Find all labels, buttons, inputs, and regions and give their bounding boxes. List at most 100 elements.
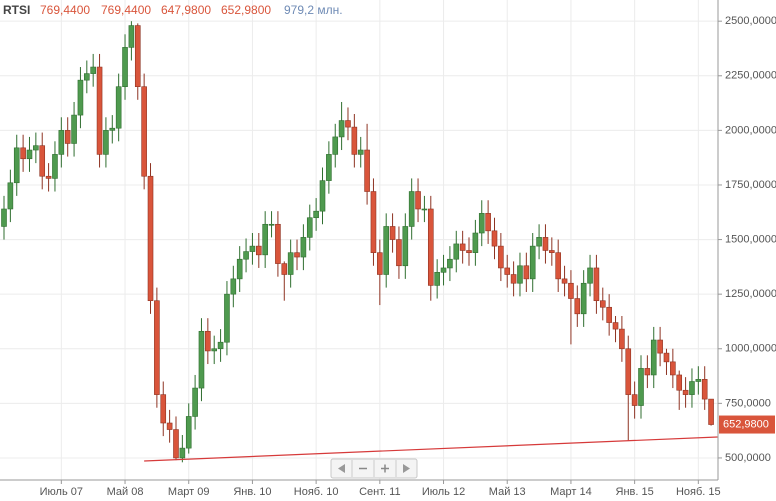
candle-body xyxy=(122,47,128,87)
candle-body xyxy=(166,422,173,430)
candle-body xyxy=(523,265,530,280)
candle-body xyxy=(33,145,39,151)
x-tick-label: Май 13 xyxy=(489,486,526,498)
candle-body xyxy=(211,348,218,352)
candle-body xyxy=(491,230,498,247)
candle-body xyxy=(402,226,409,267)
candle-body xyxy=(236,258,243,280)
candle-body xyxy=(587,267,593,284)
candle-body xyxy=(338,120,345,138)
candle-body xyxy=(644,368,651,376)
y-tick-label: 2000,0000 xyxy=(725,124,776,136)
low-label: 647,9800 xyxy=(161,3,211,17)
candle-body xyxy=(370,191,377,253)
y-tick-label: 500,0000 xyxy=(725,452,771,464)
candle-body xyxy=(396,239,402,267)
candle-body xyxy=(64,130,71,144)
candle-body xyxy=(549,250,555,253)
candle-body xyxy=(275,223,281,264)
candle-body xyxy=(561,278,568,284)
candle-body xyxy=(555,252,561,280)
title: RTSI xyxy=(3,3,30,17)
y-tick-label: 1500,0000 xyxy=(725,233,776,245)
candle-body xyxy=(1,208,7,227)
candle-body xyxy=(638,368,644,406)
x-tick-label: Март 14 xyxy=(550,486,592,498)
candle-body xyxy=(20,147,26,160)
nav-left[interactable] xyxy=(338,464,345,473)
candle-body xyxy=(179,447,186,459)
candle-body xyxy=(134,25,141,87)
candle-body xyxy=(657,339,663,354)
x-tick-label: Нояб. 15 xyxy=(676,486,721,498)
candle-body xyxy=(427,208,434,286)
candle-body xyxy=(26,149,33,160)
candle-body xyxy=(351,126,358,155)
candle-body xyxy=(205,330,211,352)
candle-body xyxy=(345,120,351,128)
y-tick-label: 750,0000 xyxy=(725,397,771,409)
candle-body xyxy=(103,130,109,155)
candle-body xyxy=(243,251,249,260)
candle-body xyxy=(415,191,421,210)
candle-body xyxy=(510,274,517,284)
candle-body xyxy=(7,182,14,210)
candle-body xyxy=(701,379,708,400)
candle-body xyxy=(281,263,288,275)
y-tick-label: 1750,0000 xyxy=(725,179,776,191)
y-tick-label: 2500,0000 xyxy=(725,15,776,27)
candle-body xyxy=(631,394,638,406)
candle-body xyxy=(249,245,256,252)
candle-body xyxy=(230,278,237,295)
candle-body xyxy=(440,267,447,273)
y-tick-label: 2250,0000 xyxy=(725,70,776,82)
y-tick-label: 1250,0000 xyxy=(725,288,776,300)
candle-body xyxy=(364,149,370,192)
candle-body xyxy=(294,252,300,258)
candle-body xyxy=(377,252,383,275)
candle-body xyxy=(319,180,326,212)
candle-body xyxy=(357,149,364,155)
candle-body xyxy=(606,306,612,323)
x-tick-label: Март 09 xyxy=(168,486,210,498)
candle-body xyxy=(389,226,396,240)
candle-body xyxy=(619,328,625,350)
candle-body xyxy=(198,330,205,389)
candle-body xyxy=(326,154,332,181)
candle-body xyxy=(466,250,472,253)
candle-body xyxy=(115,86,122,129)
candle-body xyxy=(84,73,90,81)
candle-body xyxy=(708,398,714,425)
nav-plus-icon[interactable] xyxy=(381,464,389,473)
x-tick-label: Сент. 11 xyxy=(359,486,401,498)
y-tick-label: 1000,0000 xyxy=(725,343,776,355)
nav-right[interactable] xyxy=(403,464,410,473)
candle-body xyxy=(109,127,116,131)
candle-body xyxy=(695,379,702,382)
candle-body xyxy=(625,348,632,395)
candle-body xyxy=(650,339,657,376)
candle-body xyxy=(58,130,65,155)
nav-right-icon[interactable] xyxy=(403,464,410,473)
x-tick-label: Янв. 15 xyxy=(616,486,654,498)
candle-body xyxy=(300,237,307,258)
candle-body xyxy=(141,86,147,177)
nav-zoom-in[interactable] xyxy=(381,464,389,473)
nav-left-icon[interactable] xyxy=(338,464,345,473)
candle-body xyxy=(217,341,224,350)
high-label: 769,4400 xyxy=(101,3,151,17)
candle-body xyxy=(192,387,198,417)
x-tick-label: Май 08 xyxy=(107,486,144,498)
candle-body xyxy=(593,267,600,302)
navigator xyxy=(330,458,418,479)
candle-body xyxy=(332,136,339,155)
x-tick-label: Июль 12 xyxy=(422,486,465,498)
close-label: 652,9800 xyxy=(221,3,271,17)
candle-body xyxy=(529,245,536,280)
candle-body xyxy=(568,282,574,299)
candle-body xyxy=(472,232,479,253)
candle-body xyxy=(154,300,160,395)
candle-body xyxy=(71,114,77,144)
candle-body xyxy=(90,66,96,74)
candle-body xyxy=(453,243,460,260)
